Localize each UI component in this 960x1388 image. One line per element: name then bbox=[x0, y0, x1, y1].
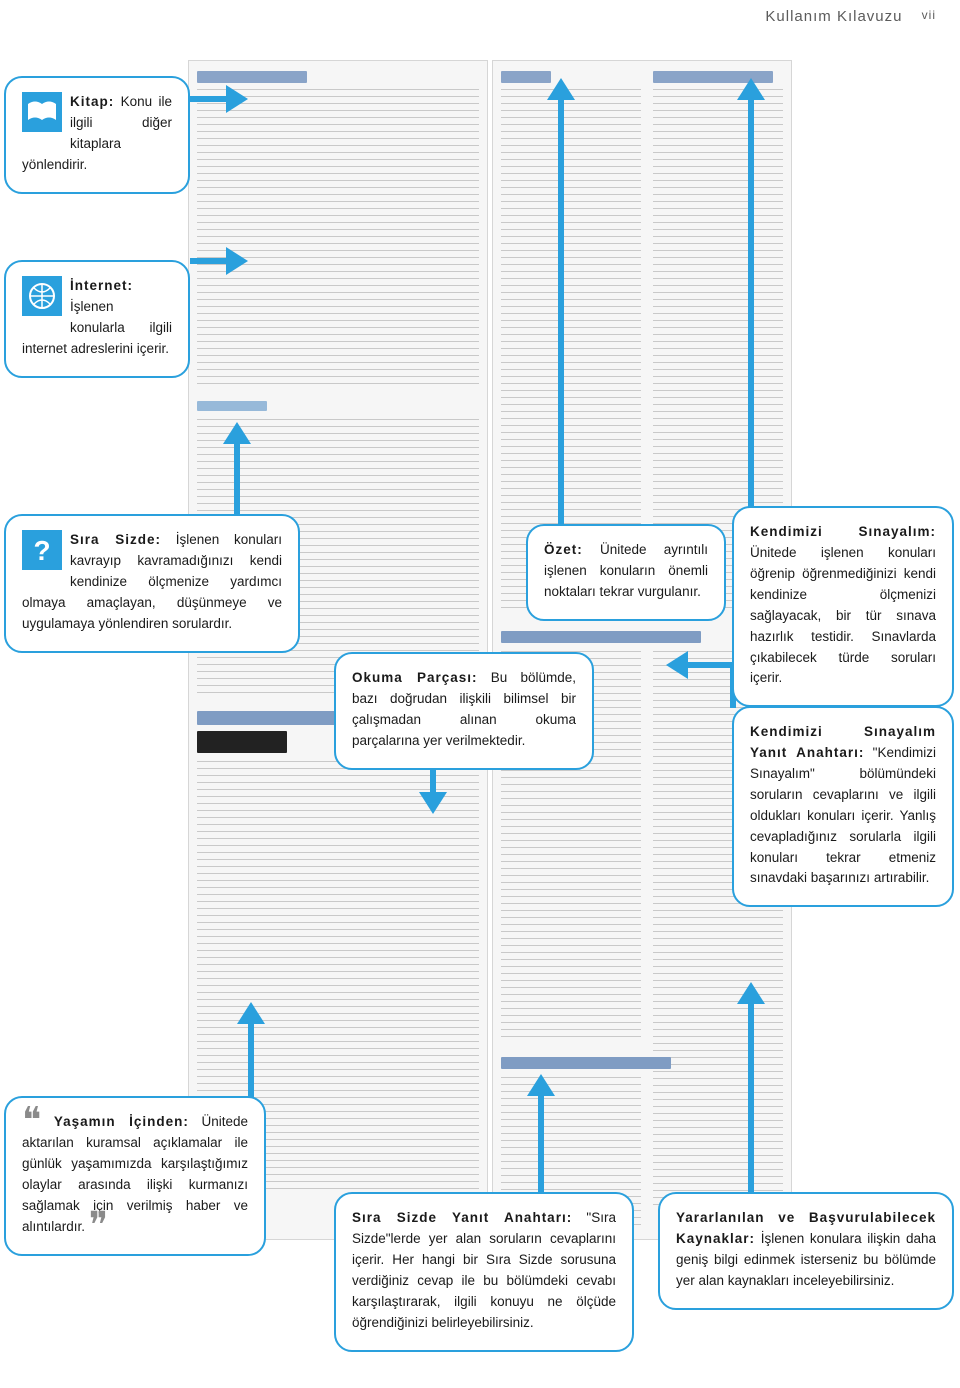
callout-text: Ünitede işlenen konuları öğrenip öğrenme… bbox=[750, 545, 936, 686]
globe-icon bbox=[22, 276, 62, 316]
callout-title: Okuma Parçası: bbox=[352, 670, 478, 685]
arrow bbox=[226, 85, 248, 113]
arrow bbox=[527, 1074, 555, 1096]
callout-text: Ünitede aktarılan kuramsal açıklamalar i… bbox=[22, 1114, 248, 1234]
header-title: Kullanım Kılavuzu bbox=[765, 8, 902, 25]
quote-close-icon: ❞ bbox=[89, 1205, 108, 1245]
callout-kendimizi: Kendimizi Sınayalım: Ünitede işlenen kon… bbox=[732, 506, 954, 707]
callout-title: İnternet: bbox=[70, 278, 133, 293]
arrow bbox=[737, 982, 765, 1004]
callout-internet: İnternet: İşlenen konularla ilgili inter… bbox=[4, 260, 190, 378]
arrow bbox=[737, 78, 765, 100]
callout-title: Yaşamın İçinden: bbox=[54, 1114, 189, 1129]
arrow bbox=[666, 651, 688, 679]
question-icon: ? bbox=[22, 530, 62, 570]
callout-kaynaklar: Yararlanılan ve Başvurulabilecek Kaynakl… bbox=[658, 1192, 954, 1310]
arrow bbox=[223, 422, 251, 444]
callout-body: Yararlanılan ve Başvurulabilecek Kaynakl… bbox=[676, 1208, 936, 1292]
callout-kitap: Kitap: Konu ile ilgili diğer kitaplara y… bbox=[4, 76, 190, 194]
svg-text:?: ? bbox=[33, 535, 50, 566]
page-header: Kullanım Kılavuzu vii bbox=[765, 8, 936, 25]
arrow bbox=[226, 247, 248, 275]
callout-title: Sıra Sizde: bbox=[70, 532, 161, 547]
callout-sira-sizde: ? Sıra Sizde: İşlenen konuları kavrayıp … bbox=[4, 514, 300, 653]
arrow bbox=[547, 78, 575, 100]
callout-body: Özet: Ünitede ayrıntılı işlenen konuları… bbox=[544, 540, 708, 603]
callout-body: Sıra Sizde Yanıt Anahtarı: "Sıra Sizde"l… bbox=[352, 1208, 616, 1334]
callout-body: ❝ Yaşamın İçinden: Ünitede aktarılan kur… bbox=[22, 1112, 248, 1238]
arrow bbox=[237, 1002, 265, 1024]
header-page-num: vii bbox=[922, 8, 936, 22]
arrow bbox=[419, 792, 447, 814]
callout-yasamin: ❝ Yaşamın İçinden: Ünitede aktarılan kur… bbox=[4, 1096, 266, 1256]
callout-body: Kendimizi Sınayalım: Ünitede işlenen kon… bbox=[750, 522, 936, 689]
callout-title: Kendimizi Sınayalım: bbox=[750, 524, 936, 539]
callout-title: Sıra Sizde Yanıt Anahtarı: bbox=[352, 1210, 572, 1225]
callout-okuma: Okuma Parçası: Bu bölümde, bazı doğrudan… bbox=[334, 652, 594, 770]
callout-sira-yanit: Sıra Sizde Yanıt Anahtarı: "Sıra Sizde"l… bbox=[334, 1192, 634, 1352]
callout-body: Okuma Parçası: Bu bölümde, bazı doğrudan… bbox=[352, 668, 576, 752]
callout-body: Kendimizi Sınayalım Yanıt Anahtarı: "Ken… bbox=[750, 722, 936, 889]
callout-text: "Kendimizi Sınayalım" bölümündeki sorula… bbox=[750, 745, 936, 886]
callout-kendimizi-yanit: Kendimizi Sınayalım Yanıt Anahtarı: "Ken… bbox=[732, 706, 954, 907]
callout-title: Kitap: bbox=[70, 94, 114, 109]
callout-text: "Sıra Sizde"lerde yer alan soruların cev… bbox=[352, 1210, 616, 1330]
callout-ozet: Özet: Ünitede ayrıntılı işlenen konuları… bbox=[526, 524, 726, 621]
callout-title: Özet: bbox=[544, 542, 583, 557]
book-icon bbox=[22, 92, 62, 132]
